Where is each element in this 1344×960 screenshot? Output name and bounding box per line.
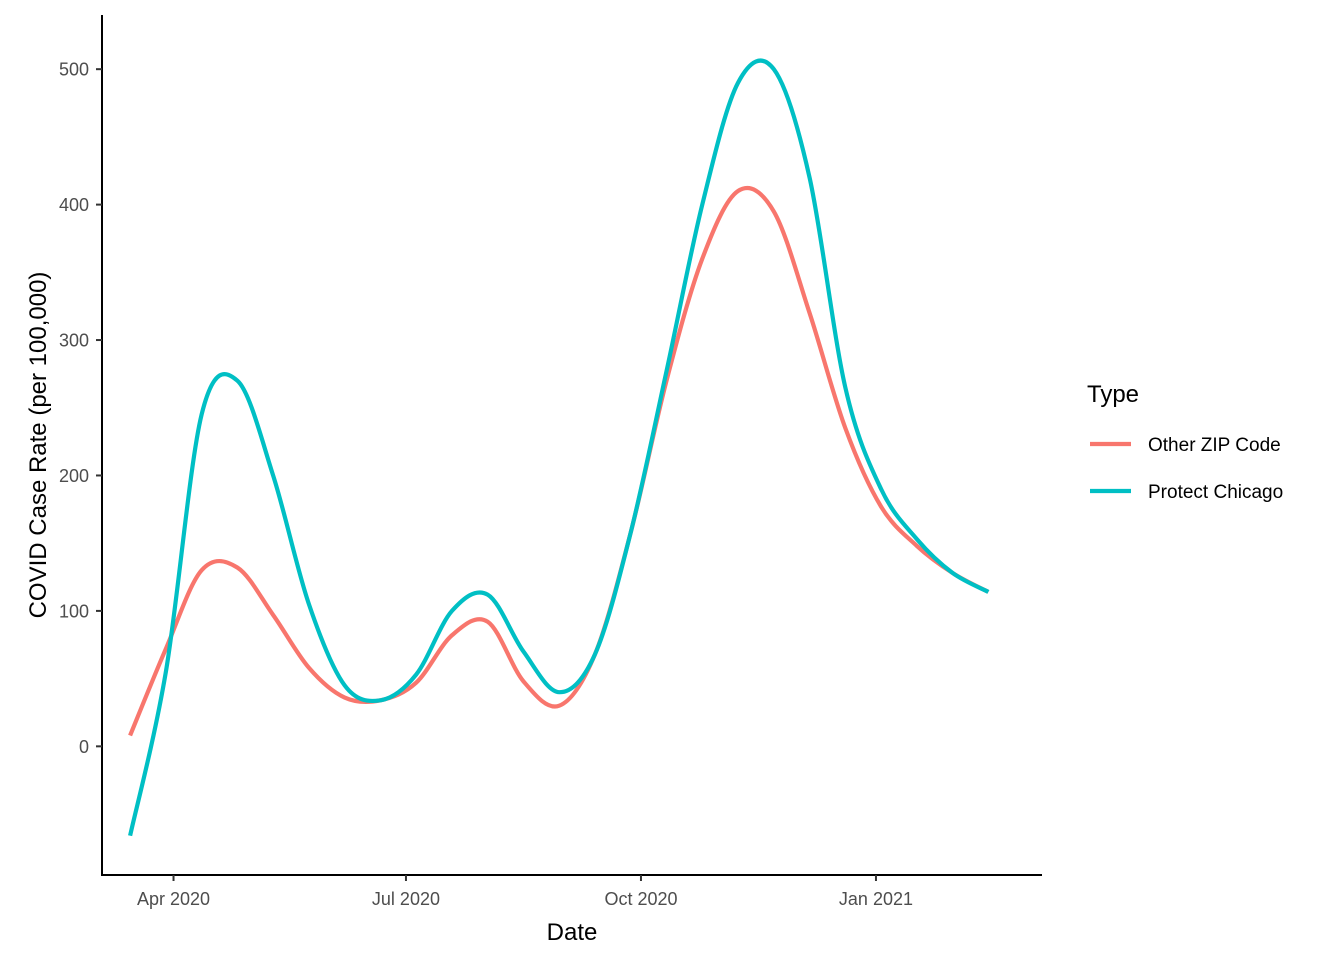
x-ticks: Apr 2020 Jul 2020 Oct 2020 Jan 2021 [137, 875, 913, 909]
series-layer [128, 58, 990, 837]
plot-area [128, 58, 990, 837]
y-tick-label: 300 [59, 331, 89, 351]
y-tick-label: 400 [59, 195, 89, 215]
y-axis-title: COVID Case Rate (per 100,000) [25, 272, 52, 619]
legend-label-other-zip-code: Other ZIP Code [1148, 435, 1281, 456]
legend-items: Other ZIP Code Protect Chicago [1090, 435, 1283, 503]
legend-title: Type [1087, 381, 1139, 408]
y-ticks: 0 100 200 300 400 500 [59, 60, 102, 757]
y-tick-label: 200 [59, 466, 89, 486]
legend-label-protect-chicago: Protect Chicago [1148, 482, 1283, 503]
legend: Type Other ZIP Code Protect Chicago [1087, 381, 1283, 503]
series-line-other-zip-code [128, 185, 990, 737]
x-tick-label: Jan 2021 [839, 889, 913, 909]
x-tick-label: Oct 2020 [604, 889, 677, 909]
y-tick-label: 0 [79, 737, 89, 757]
series-line-protect-chicago [128, 58, 990, 837]
y-tick-label: 100 [59, 601, 89, 621]
x-axis-title: Date [547, 919, 598, 946]
y-tick-label: 500 [59, 60, 89, 80]
x-tick-label: Apr 2020 [137, 889, 210, 909]
x-tick-label: Jul 2020 [372, 889, 440, 909]
